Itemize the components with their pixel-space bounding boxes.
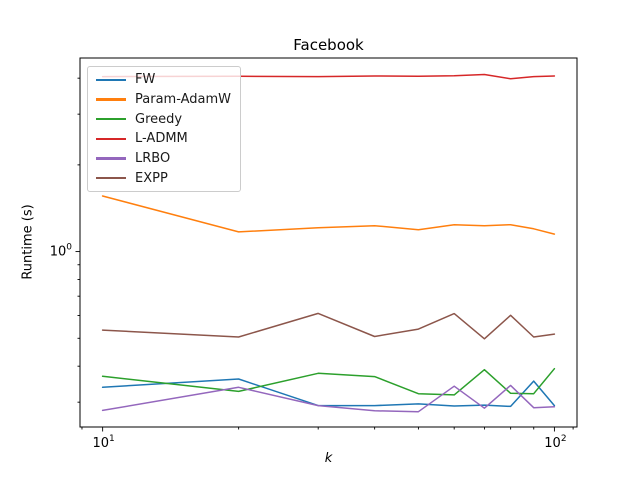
series-line-greedy	[101, 367, 556, 396]
x-tick-label-10e1: 101	[93, 434, 115, 451]
legend-swatch-fw	[96, 78, 126, 82]
legend-label: FW	[135, 72, 156, 88]
legend-swatch-lrbo	[96, 157, 126, 160]
chart-title: Facebook	[293, 36, 364, 54]
series-line-lrbo	[101, 384, 556, 413]
legend-label: Greedy	[135, 111, 183, 127]
axes-spines	[79, 57, 578, 428]
legend-swatch-expp	[96, 176, 126, 180]
legend-item-greedy: Greedy	[96, 113, 232, 126]
x-tick-label-10e2: 102	[544, 434, 566, 451]
y-tick-label-10e0: 100	[50, 243, 73, 260]
legend-label: L-ADMM	[135, 131, 188, 147]
legend: FW Param-AdamW Greedy L-ADMM LRBO EXPP	[87, 66, 241, 192]
legend-label: EXPP	[135, 170, 168, 186]
legend-swatch-l-admm	[96, 137, 126, 141]
series-line-expp	[101, 312, 556, 340]
series-line-l-admm	[101, 73, 556, 80]
legend-label: LRBO	[135, 150, 171, 166]
legend-item-lrbo: LRBO	[96, 152, 232, 165]
y-axis-label: Runtime (s)	[20, 204, 36, 280]
axis-ticks	[75, 77, 574, 432]
legend-item-l-admm: L-ADMM	[96, 132, 232, 145]
legend-swatch-param-adamw	[96, 98, 126, 101]
series-lines	[101, 73, 556, 413]
legend-label: Param-AdamW	[135, 91, 232, 107]
legend-item-fw: FW	[96, 73, 232, 86]
x-axis-label: k	[324, 451, 333, 466]
legend-item-param-adamw: Param-AdamW	[96, 93, 232, 106]
series-line-param-adamw	[101, 195, 556, 235]
legend-swatch-greedy	[96, 117, 126, 121]
legend-item-expp: EXPP	[96, 172, 232, 185]
